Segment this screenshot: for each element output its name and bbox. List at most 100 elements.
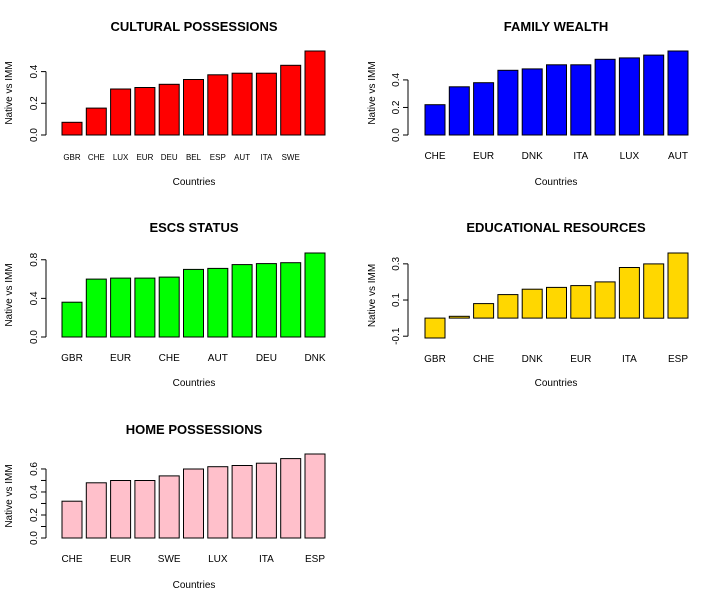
tick-label: 0.6	[29, 462, 40, 476]
bar	[183, 79, 204, 136]
chart-title: HOME POSSESSIONS	[126, 422, 263, 437]
x-axis-label: Countries	[173, 580, 216, 591]
bar	[521, 68, 543, 136]
bar	[497, 69, 519, 136]
tick-label: ESP	[210, 153, 226, 162]
tick-label: EUR	[570, 354, 591, 365]
tick-label: 0.2	[391, 100, 402, 114]
tick-label: DEU	[161, 153, 178, 162]
tick-label: 0.0	[391, 128, 402, 142]
bar	[85, 278, 107, 338]
chart-title: ESCS STATUS	[149, 220, 238, 235]
chart-title: EDUCATIONAL RESOURCES	[466, 220, 646, 235]
bar	[255, 263, 277, 338]
chart-title: FAMILY WEALTH	[504, 19, 608, 34]
tick-label: CHE	[473, 354, 494, 365]
bar	[667, 50, 689, 136]
bar	[280, 458, 302, 539]
bar	[280, 64, 302, 136]
bar	[110, 277, 132, 338]
tick-label: SWE	[282, 153, 300, 162]
tick-label: SWE	[158, 554, 181, 565]
bar	[134, 277, 156, 338]
tick-label: AUT	[208, 353, 228, 364]
tick-label: CHE	[424, 151, 445, 162]
tick-label: LUX	[208, 554, 228, 565]
bar	[134, 87, 156, 136]
bar	[521, 288, 543, 319]
tick-label: DEU	[256, 353, 277, 364]
x-axis-label: Countries	[173, 378, 216, 389]
tick-label: GBR	[424, 354, 446, 365]
bar	[594, 281, 616, 319]
tick-label: AUT	[234, 153, 250, 162]
bar	[158, 83, 180, 136]
tick-label: 0.4	[29, 64, 40, 78]
tick-label: EUR	[110, 554, 131, 565]
bar	[643, 54, 665, 136]
bar	[110, 480, 132, 539]
bar	[61, 301, 83, 338]
tick-label: 0.2	[29, 508, 40, 522]
bar	[280, 262, 302, 338]
y-axis-label: Native vs IMM	[4, 263, 15, 326]
bar	[424, 104, 446, 136]
bar	[255, 72, 277, 136]
x-axis-label: Countries	[535, 378, 578, 389]
y-axis-label: Native vs IMM	[4, 464, 15, 527]
bar	[643, 263, 665, 319]
bar	[61, 500, 83, 539]
tick-label: 0.1	[391, 293, 402, 307]
tick-label: GBR	[61, 353, 83, 364]
tick-label: 0.4	[29, 485, 40, 499]
bar	[546, 286, 567, 319]
bar	[594, 58, 616, 136]
bar	[183, 468, 204, 539]
tick-label: EUR	[473, 151, 494, 162]
tick-label: CHE	[61, 554, 82, 565]
bar	[473, 303, 495, 319]
bar	[134, 480, 156, 539]
x-axis-label: Countries	[173, 177, 216, 188]
tick-label: LUX	[113, 153, 129, 162]
bar	[304, 252, 326, 338]
bar	[207, 267, 229, 338]
bar	[207, 466, 229, 539]
tick-label: 0.0	[29, 531, 40, 545]
tick-label: CHE	[88, 153, 105, 162]
tick-label: -0.1	[391, 327, 402, 345]
tick-label: 0.4	[29, 291, 40, 305]
tick-label: 0.8	[29, 252, 40, 266]
tick-label: 0.2	[29, 96, 40, 110]
tick-label: 0.4	[391, 73, 402, 87]
tick-label: 0.0	[29, 330, 40, 344]
tick-label: AUT	[668, 151, 688, 162]
bar	[255, 462, 277, 539]
bar	[61, 121, 83, 136]
tick-label: ITA	[260, 153, 273, 162]
y-axis-label: Native vs IMM	[367, 61, 378, 124]
tick-label: EUR	[136, 153, 153, 162]
y-axis-label: Native vs IMM	[367, 264, 378, 327]
bar	[85, 107, 107, 136]
bar	[231, 465, 253, 539]
bar	[231, 264, 253, 338]
tick-label: 0.3	[391, 256, 402, 270]
tick-label: ITA	[573, 151, 588, 162]
bar	[85, 482, 107, 539]
bar	[183, 268, 204, 338]
bar	[618, 57, 640, 136]
bar	[231, 72, 253, 136]
bar	[207, 74, 229, 136]
bar	[448, 315, 470, 319]
tick-label: DNK	[522, 151, 543, 162]
tick-label: ESP	[305, 554, 325, 565]
bar	[570, 64, 592, 136]
chart-title: CULTURAL POSSESSIONS	[110, 19, 277, 34]
tick-label: CHE	[159, 353, 180, 364]
y-axis-label: Native vs IMM	[4, 61, 15, 124]
bar	[158, 475, 180, 539]
bar	[667, 252, 689, 319]
tick-label: ESP	[668, 354, 688, 365]
